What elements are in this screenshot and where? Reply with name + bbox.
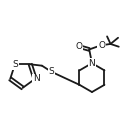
Text: S: S [49,67,54,76]
Text: O: O [75,42,82,51]
Text: S: S [12,60,18,69]
Text: N: N [33,74,40,83]
Text: N: N [89,59,95,68]
Text: O: O [98,41,105,50]
